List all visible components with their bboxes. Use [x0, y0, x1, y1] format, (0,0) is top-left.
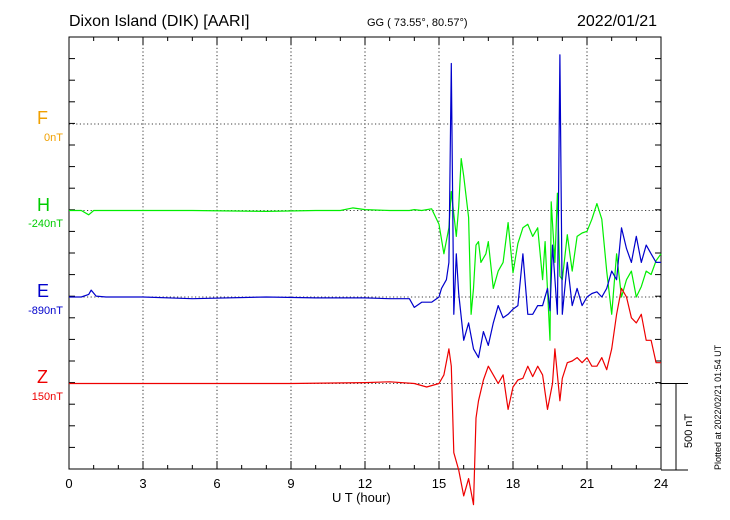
series-lines — [69, 54, 662, 506]
scale-bar-label: 500 nT — [683, 413, 695, 448]
x-tick-label: 15 — [432, 476, 446, 491]
channel-e-offset: -890nT — [28, 305, 63, 317]
channel-z-label: Z — [37, 367, 48, 387]
series-line-z — [69, 287, 661, 506]
channel-f-offset: 0nT — [44, 132, 63, 144]
grid — [69, 37, 661, 469]
x-tick-label: 24 — [654, 476, 668, 491]
x-tick-label: 21 — [580, 476, 594, 491]
x-tick-label: 12 — [358, 476, 372, 491]
x-tick-label: 0 — [65, 476, 72, 491]
chart-title: Dixon Island (DIK) [AARI] — [69, 13, 250, 30]
x-axis-label: U T (hour) — [332, 490, 391, 505]
channel-h-offset: -240nT — [28, 218, 63, 230]
x-tick-label: 9 — [287, 476, 294, 491]
scale-bar — [661, 383, 688, 471]
x-tick-label: 3 — [139, 476, 146, 491]
channel-e-label: E — [37, 281, 50, 301]
date-label: 2022/01/21 — [577, 13, 658, 30]
x-tick-label: 18 — [506, 476, 520, 491]
series-line-e — [69, 54, 661, 359]
plotted-timestamp: Plotted at 2022/02/21 01:54 UT — [713, 344, 723, 470]
channel-h-label: H — [37, 195, 50, 215]
axes: 0 3 6 9 12 15 18 21 24 — [65, 36, 668, 491]
series-line-h — [69, 158, 662, 341]
channel-z-offset: 150nT — [31, 391, 63, 403]
x-tick-label: 6 — [213, 476, 220, 491]
channel-f-label: F — [37, 108, 48, 128]
coordinates-label: GG ( 73.55°, 80.57°) — [367, 17, 468, 29]
